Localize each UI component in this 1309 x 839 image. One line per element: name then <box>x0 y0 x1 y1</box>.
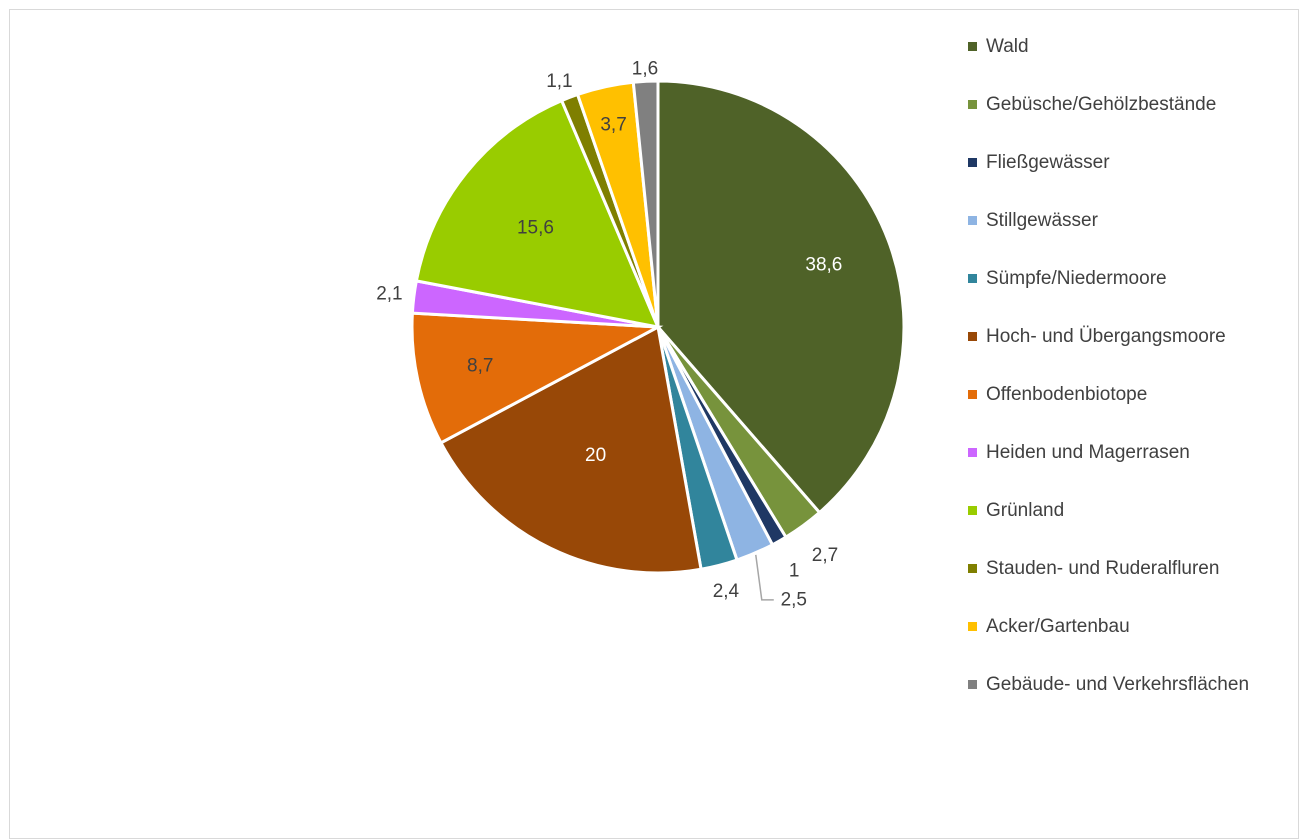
legend-swatch <box>968 332 977 341</box>
legend-item-hochmoore: Hoch- und Übergangsmoore <box>968 325 1298 383</box>
pie-slice <box>438 324 703 575</box>
legend-label: Acker/Gartenbau <box>986 616 1130 637</box>
pie-slice <box>631 79 660 328</box>
legend-swatch <box>968 158 977 167</box>
slice-data-label: 2,5 <box>781 589 807 610</box>
legend-label: Wald <box>986 36 1029 57</box>
legend-label: Offenbodenbiotope <box>986 384 1148 405</box>
legend-label: Stillgewässer <box>986 210 1098 231</box>
legend-item-gebaeude: Gebäude- und Verkehrsflächen <box>968 673 1298 731</box>
legend-item-wald: Wald <box>968 35 1298 93</box>
pie-slice <box>414 98 661 330</box>
legend-swatch <box>968 622 977 631</box>
legend-swatch <box>968 216 977 225</box>
legend-item-acker: Acker/Gartenbau <box>968 615 1298 673</box>
slice-data-label: 1,6 <box>632 59 658 80</box>
slice-data-label: 1,1 <box>546 71 572 92</box>
legend-item-fliessgewaesser: Fließgewässer <box>968 151 1298 209</box>
legend-label: Gebäude- und Verkehrsflächen <box>986 674 1250 695</box>
legend-label: Grünland <box>986 500 1065 521</box>
legend-label: Fließgewässer <box>986 152 1110 173</box>
leader-line <box>755 554 774 601</box>
pie-slice <box>656 79 906 515</box>
legend-item-suempfe: Sümpfe/Niedermoore <box>968 267 1298 325</box>
slice-data-label: 20 <box>585 445 606 466</box>
legend-swatch <box>968 42 977 51</box>
slice-data-label: 8,7 <box>467 356 493 377</box>
legend-item-gebuesche: Gebüsche/Gehölzbestände <box>968 93 1298 151</box>
legend-swatch <box>968 274 977 283</box>
legend-swatch <box>968 506 977 515</box>
legend-swatch <box>968 448 977 457</box>
legend-label: Stauden- und Ruderalfluren <box>986 558 1220 579</box>
legend-swatch <box>968 390 977 399</box>
legend: Wald Gebüsche/Gehölzbestände Fließgewäss… <box>968 35 1298 731</box>
legend-swatch <box>968 680 977 689</box>
legend-item-stauden: Stauden- und Ruderalfluren <box>968 557 1298 615</box>
legend-swatch <box>968 564 977 573</box>
legend-label: Sümpfe/Niedermoore <box>986 268 1167 289</box>
legend-label: Heiden und Magerrasen <box>986 442 1190 463</box>
legend-label: Gebüsche/Gehölzbestände <box>986 94 1217 115</box>
slice-data-label: 38,6 <box>805 254 842 275</box>
legend-item-offenboden: Offenbodenbiotope <box>968 383 1298 441</box>
slice-data-label: 15,6 <box>517 218 554 239</box>
slice-data-label: 1 <box>789 561 800 582</box>
pie-slice <box>410 311 664 445</box>
slice-data-label: 2,4 <box>713 581 740 602</box>
slice-data-label: 2,1 <box>376 283 402 304</box>
legend-item-heiden: Heiden und Magerrasen <box>968 441 1298 499</box>
slice-data-label: 2,7 <box>812 545 838 566</box>
legend-item-stillgewaesser: Stillgewässer <box>968 209 1298 267</box>
slice-data-label: 3,7 <box>600 115 626 136</box>
legend-swatch <box>968 100 977 109</box>
legend-label: Hoch- und Übergangsmoore <box>986 326 1226 347</box>
legend-item-gruenland: Grünland <box>968 499 1298 557</box>
